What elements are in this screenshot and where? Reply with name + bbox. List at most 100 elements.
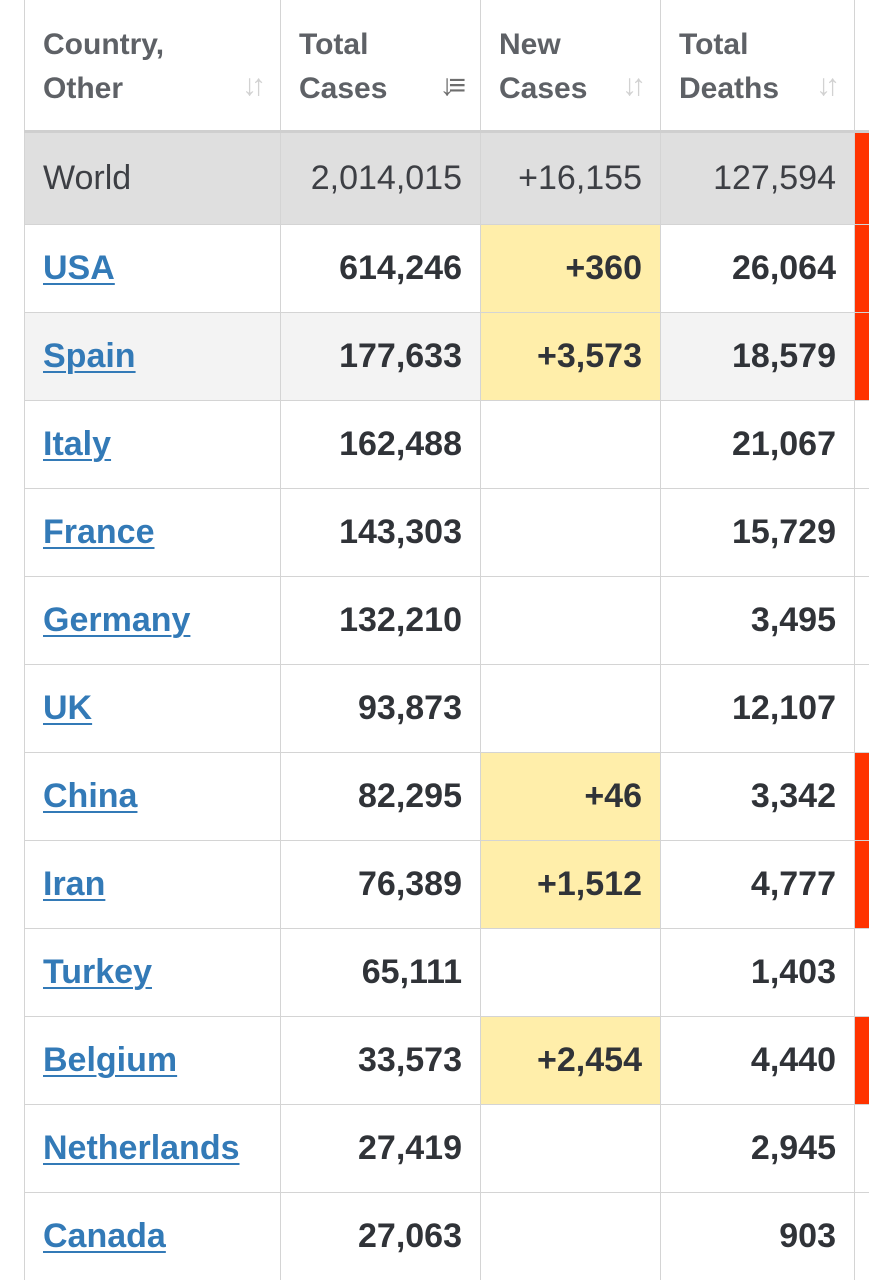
total-cases-cell: 132,210	[280, 575, 481, 665]
country-link[interactable]: USA	[43, 248, 115, 287]
world-total-row: World 2,014,015 +16,155 127,594	[24, 130, 869, 225]
new-cases-cell	[480, 399, 661, 489]
country-link[interactable]: Turkey	[43, 952, 152, 991]
country-cell: USA	[24, 223, 281, 313]
country-cell: Belgium	[24, 1015, 281, 1105]
column-header-total-cases[interactable]: Total Cases ↓≡	[280, 0, 481, 133]
total-cases-cell: 27,063	[280, 1191, 481, 1280]
table-row: UK 93,873 12,107	[24, 663, 869, 753]
country-link[interactable]: China	[43, 776, 138, 815]
total-deaths-cell: 2,945	[660, 1103, 855, 1193]
new-cases-cell: +46	[480, 751, 661, 841]
table-row: Belgium 33,573 +2,454 4,440	[24, 1015, 869, 1105]
total-cases-cell: 27,419	[280, 1103, 481, 1193]
table-row: Netherlands 27,419 2,945	[24, 1103, 869, 1193]
column-header-total-deaths[interactable]: Total Deaths ↓↑	[660, 0, 855, 133]
country-cell: Spain	[24, 311, 281, 401]
total-cases-cell: 614,246	[280, 223, 481, 313]
total-cases-cell: 93,873	[280, 663, 481, 753]
table-row: France 143,303 15,729	[24, 487, 869, 577]
total-deaths-cell: 15,729	[660, 487, 855, 577]
total-cases-cell: 177,633	[280, 311, 481, 401]
new-deaths-cell	[854, 751, 869, 841]
country-cell: Italy	[24, 399, 281, 489]
column-header-label: Country, Other	[43, 27, 165, 105]
country-cell: France	[24, 487, 281, 577]
total-deaths-cell: 903	[660, 1191, 855, 1280]
country-link[interactable]: Canada	[43, 1216, 166, 1255]
new-deaths-cell	[854, 1103, 869, 1193]
table-row: China 82,295 +46 3,342	[24, 751, 869, 841]
covid-table-container: Country, Other ↓↑ Total Cases ↓≡ New Cas…	[24, 0, 869, 1280]
total-deaths-cell: 3,342	[660, 751, 855, 841]
country-link[interactable]: Netherlands	[43, 1128, 240, 1167]
country-link[interactable]: Belgium	[43, 1040, 178, 1079]
covid-stats-table: Country, Other ↓↑ Total Cases ↓≡ New Cas…	[24, 0, 869, 1280]
column-header-new-deaths[interactable]	[854, 0, 869, 133]
new-deaths-cell	[854, 223, 869, 313]
country-cell: Iran	[24, 839, 281, 929]
new-deaths-cell	[854, 575, 869, 665]
table-row: Canada 27,063 903	[24, 1191, 869, 1280]
sort-descending-icon[interactable]: ↓≡	[439, 68, 465, 102]
total-cases-cell: 76,389	[280, 839, 481, 929]
total-cases-cell: 143,303	[280, 487, 481, 577]
table-row: Turkey 65,111 1,403	[24, 927, 869, 1017]
table-row: Italy 162,488 21,067	[24, 399, 869, 489]
column-header-new-cases[interactable]: New Cases ↓↑	[480, 0, 661, 133]
new-cases-cell	[480, 1103, 661, 1193]
country-link[interactable]: Iran	[43, 864, 106, 903]
country-link[interactable]: UK	[43, 688, 93, 727]
total-deaths-cell: 18,579	[660, 311, 855, 401]
total-deaths-cell: 1,403	[660, 927, 855, 1017]
new-cases-cell	[480, 927, 661, 1017]
new-deaths-cell	[854, 927, 869, 1017]
new-deaths-cell	[854, 311, 869, 401]
total-deaths-cell: 26,064	[660, 223, 855, 313]
total-cases-cell: 82,295	[280, 751, 481, 841]
table-header-row: Country, Other ↓↑ Total Cases ↓≡ New Cas…	[24, 0, 869, 133]
new-cases-cell	[480, 575, 661, 665]
world-new-deaths	[854, 130, 869, 225]
table-row: Iran 76,389 +1,512 4,777	[24, 839, 869, 929]
total-deaths-cell: 12,107	[660, 663, 855, 753]
new-cases-cell: +3,573	[480, 311, 661, 401]
world-new-cases: +16,155	[480, 130, 661, 225]
new-deaths-cell	[854, 1191, 869, 1280]
sort-arrows-icon[interactable]: ↓↑	[622, 68, 646, 102]
column-header-country[interactable]: Country, Other ↓↑	[24, 0, 281, 133]
country-link[interactable]: Germany	[43, 600, 191, 639]
country-link[interactable]: Spain	[43, 336, 136, 375]
column-header-label: Total Cases	[299, 27, 388, 105]
sort-arrows-icon[interactable]: ↓↑	[242, 68, 266, 102]
world-total-deaths: 127,594	[660, 130, 855, 225]
country-cell: Netherlands	[24, 1103, 281, 1193]
country-cell: Turkey	[24, 927, 281, 1017]
total-deaths-cell: 4,440	[660, 1015, 855, 1105]
total-deaths-cell: 3,495	[660, 575, 855, 665]
new-cases-cell	[480, 663, 661, 753]
country-cell: Germany	[24, 575, 281, 665]
country-link[interactable]: Italy	[43, 424, 112, 463]
new-deaths-cell	[854, 487, 869, 577]
new-deaths-cell	[854, 839, 869, 929]
country-link[interactable]: France	[43, 512, 155, 551]
new-cases-cell: +360	[480, 223, 661, 313]
new-cases-cell	[480, 487, 661, 577]
table-row: USA 614,246 +360 26,064	[24, 223, 869, 313]
column-header-label: New Cases	[499, 27, 588, 105]
world-total-cases: 2,014,015	[280, 130, 481, 225]
world-label: World	[24, 130, 281, 225]
country-cell: UK	[24, 663, 281, 753]
new-deaths-cell	[854, 1015, 869, 1105]
new-deaths-cell	[854, 399, 869, 489]
new-deaths-cell	[854, 663, 869, 753]
total-cases-cell: 162,488	[280, 399, 481, 489]
total-cases-cell: 33,573	[280, 1015, 481, 1105]
table-row: Germany 132,210 3,495	[24, 575, 869, 665]
country-cell: China	[24, 751, 281, 841]
sort-arrows-icon[interactable]: ↓↑	[816, 68, 840, 102]
country-cell: Canada	[24, 1191, 281, 1280]
new-cases-cell: +1,512	[480, 839, 661, 929]
new-cases-cell	[480, 1191, 661, 1280]
